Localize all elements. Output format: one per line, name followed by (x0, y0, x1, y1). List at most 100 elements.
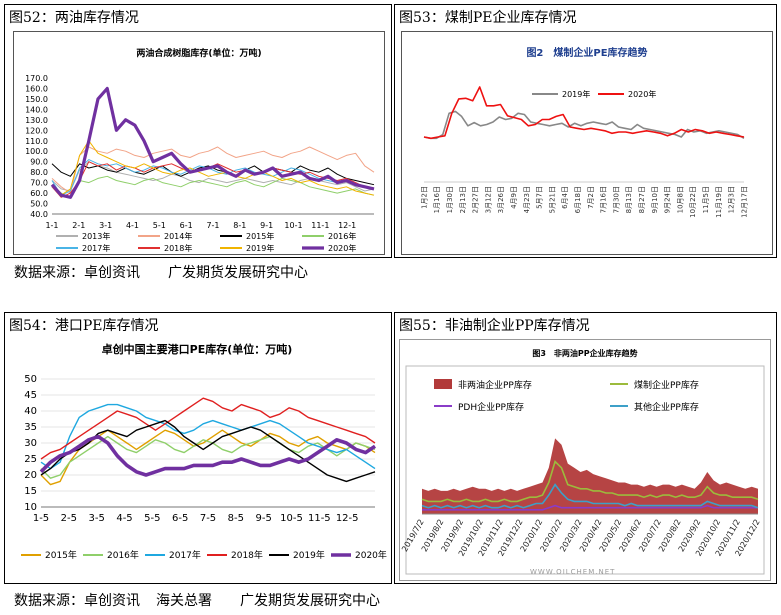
x-tick-label: 3月26日 (497, 186, 505, 213)
x-tick-label: 7-5 (200, 513, 216, 524)
y-tick-label: 45 (24, 390, 37, 401)
series-area-0 (422, 438, 758, 514)
y-tick-label: 80.0 (30, 168, 48, 177)
x-tick-label: 5月21日 (548, 186, 556, 213)
x-tick-label: 5-5 (144, 513, 160, 524)
x-tick-label: 3-1 (99, 221, 112, 230)
x-tick-label: 4-5 (116, 513, 132, 524)
panel-53-title: 图53：煤制PE企业库存情况 (399, 10, 577, 26)
x-tick-label: 12月3日 (728, 186, 736, 213)
x-tick-label: 8月27日 (638, 186, 646, 213)
panel-55-title: 图55：非油制企业PP库存情况 (399, 318, 590, 334)
panel-54-title: 图54：港口PE库存情况 (9, 318, 159, 334)
x-tick-label: 11-1 (311, 221, 329, 230)
x-tick-label: 1-1 (45, 221, 58, 230)
x-tick-label: 7月30日 (612, 186, 620, 213)
x-tick-label: 6月4日 (561, 186, 569, 209)
x-tick-label: 1-5 (33, 513, 49, 524)
legend-label: 2014年 (164, 231, 192, 241)
x-tick-label: 11月5日 (702, 186, 710, 213)
legend-label: 2018年 (164, 243, 192, 253)
y-tick-label: 160.0 (25, 84, 48, 93)
legend-swatch (434, 379, 452, 389)
series-line-4 (40, 419, 376, 483)
series-line-2 (40, 403, 376, 470)
series-line-6 (51, 140, 375, 196)
x-tick-label: 3-5 (88, 513, 104, 524)
legend-label: 2017年 (169, 549, 201, 561)
y-tick-label: 60.0 (30, 189, 48, 198)
legend-label: 2015年 (246, 231, 274, 241)
x-tick-label: 9月24日 (664, 186, 672, 213)
x-tick-label: 4-1 (126, 221, 139, 230)
legend-label: 2019年 (293, 549, 325, 561)
x-tick-label: 3月12日 (484, 186, 492, 213)
series-line-3 (421, 483, 759, 509)
series-line-3 (51, 175, 375, 199)
source-text: 数据来源：卓创资讯 (14, 265, 140, 281)
x-tick-label: 1月16日 (433, 186, 441, 213)
x-tick-label: 12-1 (338, 221, 356, 230)
chart-54: 卓创中国主要港口PE库存(单位：万吨) 10 15 20 25 30 35 40 45 50 1-5… (21, 342, 387, 561)
x-tick-label: 6-1 (180, 221, 193, 230)
x-tick-label: 10-1 (284, 221, 302, 230)
y-tick-label: 120.0 (25, 126, 48, 135)
panel-54: 图54：港口PE库存情况 卓创中国主要港口PE库存(单位：万吨) 10 15 20 25… (4, 312, 392, 584)
y-tick-label: 30 (24, 438, 37, 449)
y-tick-label: 35 (24, 422, 37, 433)
chart-title: 卓创中国主要港口PE库存(单位：万吨) (102, 342, 293, 356)
x-tick-label: 8-1 (233, 221, 246, 230)
panel-53: 图53：煤制PE企业库存情况 图2 煤制企业PE库存趋势 1月2日 1月16日 1月3… (394, 4, 777, 258)
x-tick-label: 7月16日 (600, 186, 608, 213)
watermark: WWW.OILCHEM.NET (530, 568, 615, 576)
source-text: 海关总署 (156, 593, 212, 609)
x-tick-label: 2月27日 (472, 186, 480, 213)
legend-label: 2018年 (231, 549, 263, 561)
panel-55: 图55：非油制企业PP库存情况 图3 非两油PP企业库存趋势 非两油企业PP库存 煤… (394, 312, 777, 584)
x-tick-label: 1月2日 (420, 186, 428, 209)
y-tick-label: 40.0 (30, 210, 48, 219)
y-tick-label: 40 (24, 406, 37, 417)
y-tick-label: 170.0 (25, 74, 48, 83)
y-tick-label: 25 (24, 454, 37, 465)
x-tick-label: 8-5 (228, 513, 244, 524)
y-tick-label: 100.0 (25, 147, 48, 156)
source-row-1: 数据来源：卓创资讯 广发期货发展研究中心 (14, 262, 336, 282)
x-tick-label: 2-1 (72, 221, 85, 230)
x-tick-label: 2-5 (61, 513, 77, 524)
legend-label: 2017年 (82, 243, 110, 253)
x-tick-label: 5-1 (153, 221, 166, 230)
x-tick-label: 10月8日 (676, 186, 684, 213)
x-tick-label: 9-1 (260, 221, 273, 230)
x-tick-label: 9月10日 (651, 186, 659, 213)
source-row-2: 数据来源：卓创资讯 海关总署 广发期货发展研究中心 (14, 590, 408, 610)
series-line-0 (423, 110, 745, 140)
source-text: 广发期货发展研究中心 (240, 593, 380, 609)
series-line-1 (423, 86, 745, 140)
source-text: 数据来源：卓创资讯 (14, 593, 140, 609)
panel-52-title: 图52：两油库存情况 (9, 10, 139, 26)
y-tick-label: 90.0 (30, 158, 48, 167)
x-tick-label: 4月9日 (510, 186, 518, 209)
chart-bg (400, 340, 770, 580)
y-tick-label: 140.0 (25, 105, 48, 114)
chart-title: 图2 煤制企业PE库存趋势 (526, 46, 647, 59)
series-line-3 (40, 397, 376, 460)
series-line-2 (422, 504, 758, 511)
x-tick-label: 12月17日 (740, 186, 748, 218)
x-tick-label: 11月19日 (715, 186, 723, 218)
legend-label: 2019年 (562, 89, 590, 99)
x-tick-label: 6月18日 (574, 186, 582, 213)
y-tick-label: 110.0 (25, 137, 48, 146)
x-tick-label: 10月22日 (689, 186, 697, 218)
legend-label: 2020年 (328, 243, 356, 253)
legend-label: 2020年 (355, 549, 387, 561)
chart-title: 图3 非两油PP企业库存趋势 (532, 348, 637, 358)
x-tick-label: 11-5 (308, 513, 331, 524)
series-line-5 (39, 434, 377, 477)
y-tick-label: 10 (24, 502, 37, 513)
y-tick-label: 150.0 (25, 95, 48, 104)
legend-label: 2016年 (107, 549, 139, 561)
chart-53: 图2 煤制企业PE库存趋势 1月2日 1月16日 1月30日 2月13日 2月27日 3月1… (401, 31, 773, 255)
